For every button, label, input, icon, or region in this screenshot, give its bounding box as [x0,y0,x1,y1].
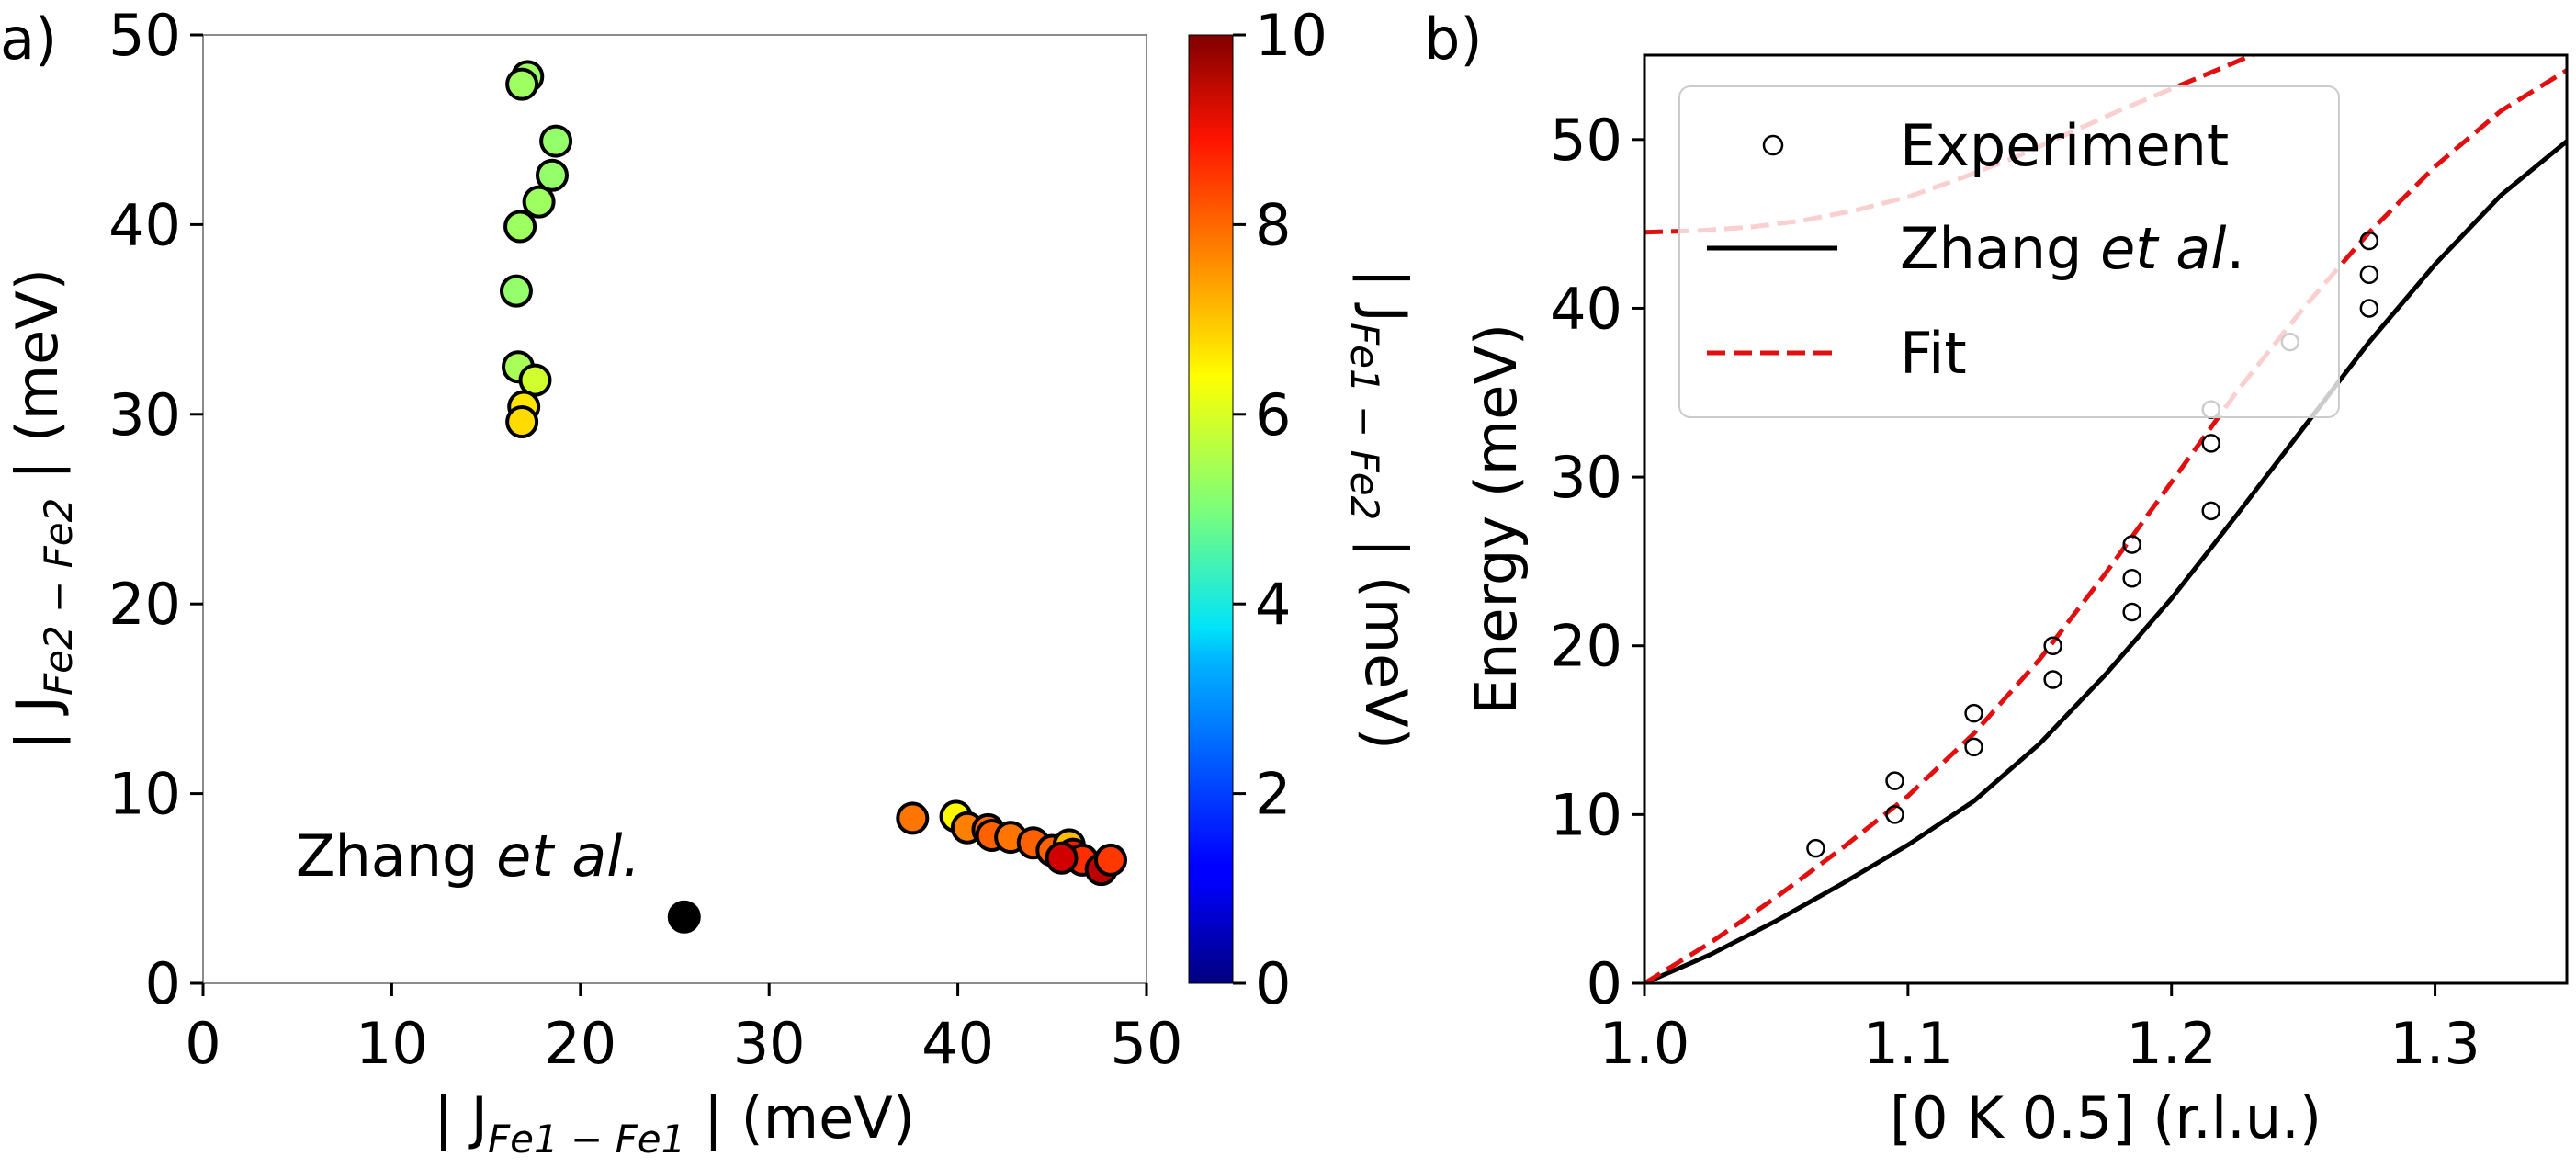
colorbar: 0 2 4 6 8 10 | JFe1 − Fe2 | (meV) [1188,2,1419,1017]
panel-b-xlabel: [0 K 0.5] (r.l.u.) [1890,1084,2322,1151]
zhang-model-line [1644,139,2567,983]
panel-a-xtick-label: 40 [921,1010,994,1077]
panel-b-ylabel: Energy (meV) [1463,323,1530,715]
experiment-point [2043,670,2062,689]
colorbar-tick-label: 2 [1255,761,1291,828]
colorbar-label: | JFe1 − Fe2 | (meV) [1342,268,1419,750]
panel-a-xtick-label: 30 [733,1010,806,1077]
panel-a-xtick-label: 20 [544,1010,616,1077]
panel-a: a) 0 10 20 30 40 50 0 10 20 30 40 50 Zhang et al. |… [0,2,1182,1162]
panel-b-axes: 1.0 1.1 1.2 1.3 0 10 20 30 40 50 [1550,107,2480,1077]
colorbar-tick-label: 0 [1255,950,1291,1017]
legend-entry-zhang: Zhang et al. [1707,215,2244,282]
panel-b-ytick-label: 10 [1550,781,1622,848]
scatter-point [1093,843,1127,877]
panel-a-ytick-label: 30 [108,381,181,448]
panel-a-axes: 0 10 20 30 40 50 0 10 20 30 40 50 [108,2,1182,1077]
scatter-point [499,274,533,308]
panel-b: b) 1.0 1.1 1.2 1.3 0 10 20 30 40 50 [0 K 0.5] (r.… [1424,6,2569,1151]
panel-a-ytick-label: 0 [145,950,181,1017]
scatter-point [1045,841,1079,875]
scatter-point [505,405,539,439]
experiment-point [1964,737,1983,757]
colorbar-tick-label: 10 [1255,2,1328,69]
scatter-point [505,67,539,101]
panel-b-ytick-label: 40 [1550,275,1622,342]
experiment-point [2201,434,2220,453]
experiment-point [2122,535,2141,554]
panel-a-xtick-label: 10 [356,1010,428,1077]
panel-a-ytick-label: 50 [108,2,181,69]
panel-a-ytick-label: 20 [108,571,181,638]
experiment-point [1806,838,1825,858]
experiment-point [2359,265,2379,284]
scatter-point [522,185,556,219]
experiment-point [2201,501,2220,521]
legend-entry-experiment: Experiment [1762,112,2229,179]
scatter-point [503,210,537,244]
experiment-point [2122,602,2141,622]
panel-a-ytick-label: 40 [108,191,181,258]
panel-b-legend: Experiment Zhang et al. Fit [1678,85,2340,418]
panel-b-xtick-label: 1.0 [1599,1010,1690,1077]
panel-b-ytick-label: 50 [1550,107,1622,174]
panel-a-points [499,60,1127,934]
scatter-point [535,158,569,192]
panel-a-xtick-label: 50 [1111,1010,1183,1077]
legend-box [1678,85,2340,418]
panel-b-xtick-label: 1.3 [2390,1010,2480,1077]
colorbar-ticks: 0 2 4 6 8 10 [1233,2,1328,1017]
experiment-point [1964,703,1983,723]
panel-a-xlabel: | JFe1 − Fe1 | (meV) [434,1084,915,1162]
colorbar-gradient [1188,34,1234,984]
panel-b-frame [1643,53,2569,985]
panel-a-xtick-label: 0 [185,1010,220,1077]
panel-a-ytick-label: 10 [108,761,181,828]
experiment-point [2359,231,2379,251]
zhang-annotation: Zhang et al. [296,822,640,890]
zhang-reference-point [667,900,701,934]
panel-b-xtick-label: 1.2 [2126,1010,2217,1077]
experiment-point [1885,805,1904,824]
fit-dashed-line [1644,68,2567,983]
experiment-point [1885,771,1904,790]
legend-label-zhang: Zhang et al. [1900,215,2244,282]
panel-a-ylabel: | JFe2 − Fe2 | (meV) [4,268,81,750]
panel-a-frame [202,34,1147,984]
legend-label-experiment: Experiment [1900,112,2229,179]
panel-b-ytick-label: 0 [1587,950,1622,1017]
panel-b-label: b) [1424,6,1483,73]
scatter-point [539,124,573,158]
colorbar-tick-label: 4 [1255,571,1291,638]
colorbar-tick-label: 6 [1255,381,1291,448]
experiment-point [2122,569,2141,588]
panel-b-ytick-label: 20 [1550,613,1622,680]
panel-a-label: a) [0,6,57,73]
legend-open-circle-marker [1762,134,1784,156]
legend-label-fit: Fit [1900,320,1967,387]
panel-b-ytick-label: 30 [1550,444,1622,511]
legend-entry-fit: Fit [1707,320,1967,387]
colorbar-tick-label: 8 [1255,191,1291,258]
panel-b-xtick-label: 1.1 [1863,1010,1954,1077]
experiment-point [2359,299,2379,318]
experiment-point [2043,636,2062,655]
scatter-point [896,801,930,835]
